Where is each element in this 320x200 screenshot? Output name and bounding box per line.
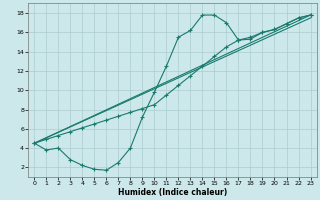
X-axis label: Humidex (Indice chaleur): Humidex (Indice chaleur) xyxy=(118,188,227,197)
